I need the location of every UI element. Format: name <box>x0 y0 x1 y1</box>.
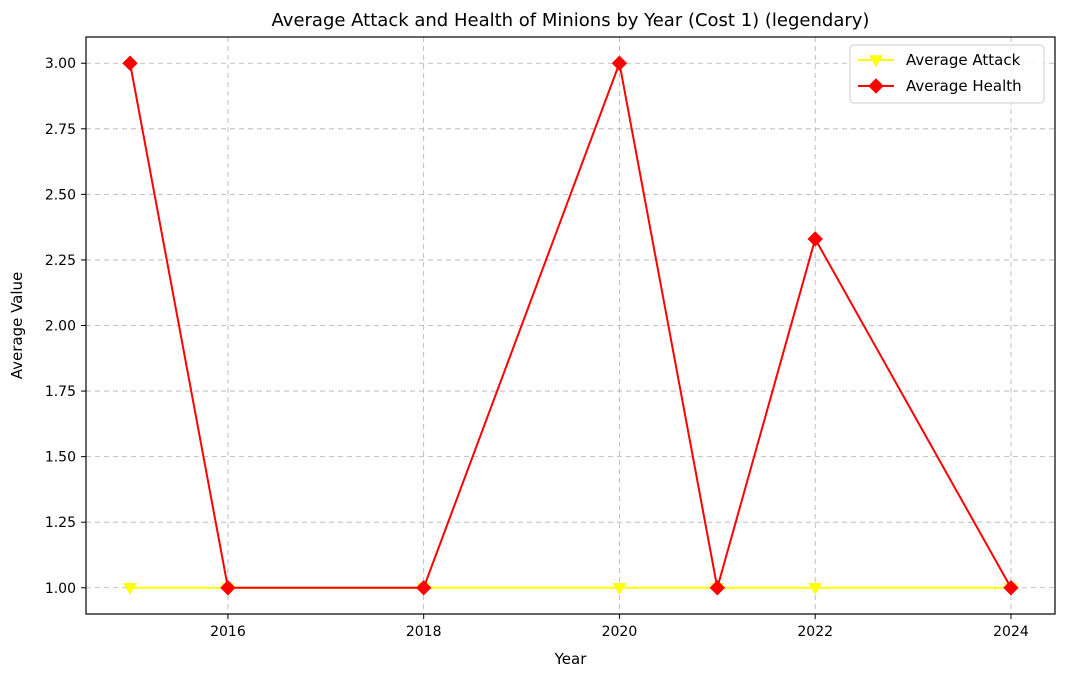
average-attack-point <box>612 583 627 595</box>
y-tick-label: 1.25 <box>45 515 76 531</box>
legend-average-health-label: Average Health <box>906 77 1022 95</box>
average-health-point <box>807 231 823 247</box>
average-health-point <box>709 580 726 596</box>
x-tick-label: 2022 <box>797 624 833 640</box>
average-health-point <box>415 580 432 596</box>
y-axis-label: Average Value <box>8 272 26 380</box>
average-health-point <box>611 55 628 71</box>
legend: Average Attack Average Health <box>849 44 1045 104</box>
y-tick-label: 2.75 <box>45 122 76 138</box>
y-tick-label: 2.00 <box>45 319 76 335</box>
average-health-point <box>122 55 138 71</box>
series-layer <box>122 55 1019 596</box>
legend-box <box>849 44 1045 104</box>
grid-layer <box>86 37 1055 614</box>
y-tick-label: 1.75 <box>45 384 76 400</box>
x-tick-label: 2016 <box>210 624 246 640</box>
average-health-point <box>1003 580 1019 596</box>
x-axis-label: Year <box>554 650 588 668</box>
tick-layer: 2016 2018 2020 2022 2024 1.00 1.25 1.50 1.75 2.00… <box>45 56 1029 640</box>
legend-average-attack-marker <box>869 55 883 67</box>
x-tick-label: 2024 <box>993 624 1029 640</box>
average-attack-point <box>808 583 823 595</box>
y-tick-label: 3.00 <box>45 56 76 72</box>
x-tick-label: 2020 <box>602 624 638 640</box>
x-tick-label: 2018 <box>406 624 442 640</box>
y-tick-label: 2.25 <box>45 253 76 269</box>
legend-average-health-marker <box>868 78 884 94</box>
y-tick-label: 1.50 <box>45 450 76 466</box>
chart-title: Average Attack and Health of Minions by … <box>272 10 870 31</box>
average-health-point <box>220 580 236 596</box>
y-tick-label: 2.50 <box>45 187 76 203</box>
y-tick-label: 1.00 <box>45 581 76 597</box>
legend-average-attack-label: Average Attack <box>906 51 1021 69</box>
average-attack-point <box>123 583 137 595</box>
